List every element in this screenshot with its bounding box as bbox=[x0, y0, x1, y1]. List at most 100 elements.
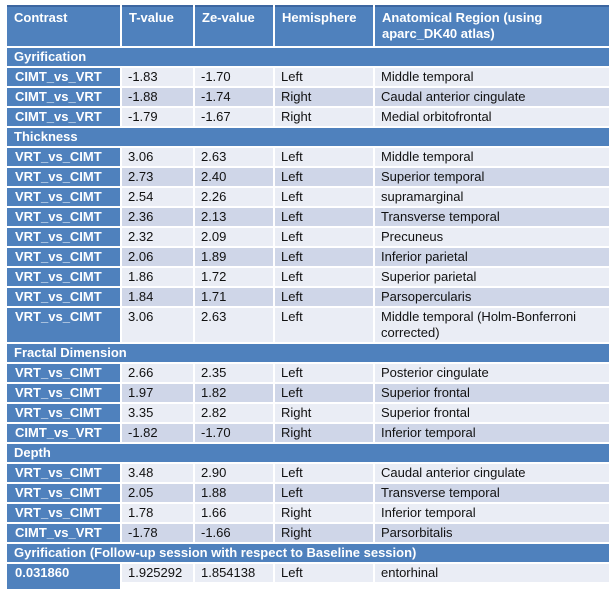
table-row: VRT_vs_CIMT 2.05 1.88 Left Transverse tempor… bbox=[7, 484, 609, 502]
table-row: VRT_vs_CIMT 1.97 1.82 Left Superior frontal bbox=[7, 384, 609, 402]
t-value-cell: 1.925292 bbox=[122, 564, 193, 582]
ze-value-cell: -1.66 bbox=[195, 524, 273, 542]
col-header-region: Anatomical Region (using aparc_DK40 atla… bbox=[375, 5, 609, 46]
ze-value-cell: 2.90 bbox=[195, 464, 273, 482]
hemisphere-cell: Left bbox=[275, 68, 373, 86]
section-title: Gyrification (Follow-up session with res… bbox=[7, 544, 609, 562]
hemisphere-cell: Right bbox=[275, 504, 373, 522]
section-header-row: Gyrification bbox=[7, 48, 609, 66]
region-cell: Parsorbitalis bbox=[375, 524, 609, 542]
contrast-cell: VRT_vs_CIMT bbox=[7, 188, 120, 206]
section-header-row: Depth bbox=[7, 444, 609, 462]
hemisphere-cell: Left bbox=[275, 564, 373, 582]
contrast-cell: VRT_vs_CIMT bbox=[7, 384, 120, 402]
contrast-cell: VRT_vs_CIMT bbox=[7, 168, 120, 186]
ze-value-cell: 1.72 bbox=[195, 268, 273, 286]
contrast-cell: CIMT_vs_VRT bbox=[7, 88, 120, 106]
t-value-cell: 3.35 bbox=[122, 404, 193, 422]
region-cell: supramarginal bbox=[375, 188, 609, 206]
hemisphere-cell: Right bbox=[275, 424, 373, 442]
table-row: VRT_vs_CIMT 2.66 2.35 Left Posterior cingula… bbox=[7, 364, 609, 382]
hemisphere-cell: Left bbox=[275, 188, 373, 206]
hemisphere-cell: Right bbox=[275, 88, 373, 106]
hemisphere-cell: Right bbox=[275, 524, 373, 542]
region-cell: Superior parietal bbox=[375, 268, 609, 286]
region-cell: Superior frontal bbox=[375, 404, 609, 422]
contrast-cell: CIMT_vs_VRT bbox=[7, 424, 120, 442]
table-row: CIMT_vs_VRT -1.78 -1.66 Right Parsorbitalis bbox=[7, 524, 609, 542]
t-value-cell: 1.84 bbox=[122, 288, 193, 306]
region-cell: Transverse temporal bbox=[375, 208, 609, 226]
table-row: CIMT_vs_VRT -1.88 -1.74 Right Caudal anterio… bbox=[7, 88, 609, 106]
ze-value-cell: 1.66 bbox=[195, 504, 273, 522]
t-value-cell: -1.83 bbox=[122, 68, 193, 86]
t-value-cell: 2.66 bbox=[122, 364, 193, 382]
contrast-cell: VRT_vs_CIMT bbox=[7, 248, 120, 266]
t-value-cell: 3.48 bbox=[122, 464, 193, 482]
table-row: VRT_vs_CIMT 2.36 2.13 Left Transverse tempor… bbox=[7, 208, 609, 226]
contrast-cell: CIMT_vs_VRT bbox=[7, 68, 120, 86]
t-value-cell: 3.06 bbox=[122, 308, 193, 342]
region-cell: Inferior temporal bbox=[375, 504, 609, 522]
section-title: Thickness bbox=[7, 128, 609, 146]
t-value-cell: -1.79 bbox=[122, 108, 193, 126]
section-title: Gyrification bbox=[7, 48, 609, 66]
region-cell: entorhinal bbox=[375, 564, 609, 582]
ze-value-cell: 2.63 bbox=[195, 308, 273, 342]
region-cell: Caudal anterior cingulate bbox=[375, 88, 609, 106]
t-value-cell: -1.78 bbox=[122, 524, 193, 542]
ze-value-cell: 1.82 bbox=[195, 384, 273, 402]
table-row: VRT_vs_CIMT 2.32 2.09 Left Precuneus bbox=[7, 228, 609, 246]
ze-value-cell: -1.70 bbox=[195, 424, 273, 442]
t-value-cell: 2.06 bbox=[122, 248, 193, 266]
morphometry-results-table: Contrast T-value Ze-value Hemisphere Ana… bbox=[5, 3, 611, 591]
hemisphere-cell: Left bbox=[275, 228, 373, 246]
ze-value-cell: -1.67 bbox=[195, 108, 273, 126]
ze-value-cell: 2.35 bbox=[195, 364, 273, 382]
region-cell: Superior frontal bbox=[375, 384, 609, 402]
col-header-t-value: T-value bbox=[122, 5, 193, 46]
ze-value-cell: 1.89 bbox=[195, 248, 273, 266]
ze-value-cell: 1.88 bbox=[195, 484, 273, 502]
table-row: CIMT_vs_VRT -1.82 -1.70 Right Inferior tempo… bbox=[7, 424, 609, 442]
ze-value-cell: 1.854138 bbox=[195, 564, 273, 582]
t-value-cell: 1.78 bbox=[122, 504, 193, 522]
contrast-cell: CIMT_vs_VRT bbox=[7, 524, 120, 542]
hemisphere-cell: Right bbox=[275, 404, 373, 422]
section-header-row: Gyrification (Follow-up session with res… bbox=[7, 544, 609, 562]
region-cell: Parsopercularis bbox=[375, 288, 609, 306]
hemisphere-cell: Left bbox=[275, 288, 373, 306]
ze-value-cell: -1.70 bbox=[195, 68, 273, 86]
table-body: Gyrification CIMT_vs_VRT -1.83 -1.70 Left Mid… bbox=[7, 48, 609, 589]
hemisphere-cell: Left bbox=[275, 308, 373, 342]
region-cell: Medial orbitofrontal bbox=[375, 108, 609, 126]
table-row: VRT_vs_CIMT 3.06 2.63 Left Middle temporal (… bbox=[7, 308, 609, 342]
t-value-cell: 2.05 bbox=[122, 484, 193, 502]
table-row: VRT_vs_CIMT 2.73 2.40 Left Superior temporal bbox=[7, 168, 609, 186]
t-value-cell: 1.97 bbox=[122, 384, 193, 402]
ze-value-cell: 1.71 bbox=[195, 288, 273, 306]
stub-cell bbox=[195, 584, 273, 589]
hemisphere-cell: Left bbox=[275, 168, 373, 186]
region-cell: Middle temporal bbox=[375, 148, 609, 166]
t-value-cell: 1.86 bbox=[122, 268, 193, 286]
col-header-ze-value: Ze-value bbox=[195, 5, 273, 46]
contrast-cell: VRT_vs_CIMT bbox=[7, 364, 120, 382]
region-cell: Transverse temporal bbox=[375, 484, 609, 502]
contrast-cell: VRT_vs_CIMT bbox=[7, 308, 120, 342]
table-row: VRT_vs_CIMT 3.06 2.63 Left Middle temporal bbox=[7, 148, 609, 166]
section-title: Fractal Dimension bbox=[7, 344, 609, 362]
header-row: Contrast T-value Ze-value Hemisphere Ana… bbox=[7, 5, 609, 46]
col-header-contrast: Contrast bbox=[7, 5, 120, 46]
table-row: CIMT_vs_VRT -1.79 -1.67 Right Medial orbitof… bbox=[7, 108, 609, 126]
contrast-cell: VRT_vs_CIMT bbox=[7, 208, 120, 226]
table-row: VRT_vs_CIMT 1.84 1.71 Left Parsopercularis bbox=[7, 288, 609, 306]
hemisphere-cell: Left bbox=[275, 384, 373, 402]
ze-value-cell: 2.40 bbox=[195, 168, 273, 186]
region-cell: Middle temporal (Holm-Bonferroni correct… bbox=[375, 308, 609, 342]
ze-value-cell: 2.09 bbox=[195, 228, 273, 246]
t-value-cell: 3.06 bbox=[122, 148, 193, 166]
ze-value-cell: 2.13 bbox=[195, 208, 273, 226]
t-value-cell: 2.54 bbox=[122, 188, 193, 206]
